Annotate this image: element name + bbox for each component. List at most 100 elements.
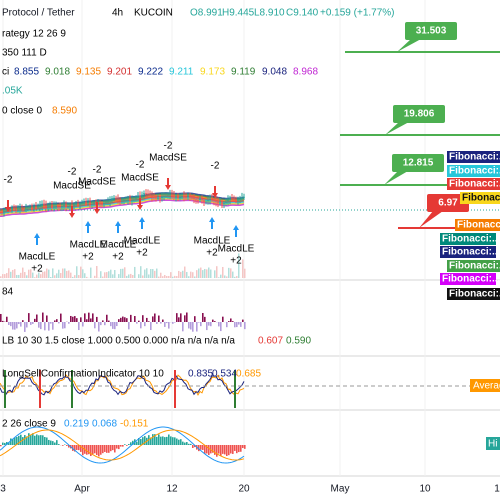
macd-bar <box>18 435 20 445</box>
sell-amount: -2 <box>211 161 220 172</box>
macd-bar <box>14 437 16 445</box>
fib-box <box>447 178 500 190</box>
candle-body <box>203 200 205 203</box>
fib-label: Fibonacci:... <box>462 193 500 204</box>
macd-bar <box>34 435 36 445</box>
candle-body <box>1 211 3 213</box>
osc-bar <box>244 322 246 330</box>
osc-bar <box>80 317 82 322</box>
ohlc-low: L8.910 <box>254 8 285 19</box>
candle-body <box>151 195 153 197</box>
macd-bar <box>36 434 38 445</box>
volume-bar <box>86 276 88 278</box>
candle-body <box>207 199 209 202</box>
osc-bar <box>168 322 170 329</box>
osc-bar <box>236 322 238 328</box>
fib-box <box>440 246 496 258</box>
buy-name: MacdLE <box>194 236 231 247</box>
macd-bar <box>90 445 92 457</box>
macd-bar <box>152 434 154 445</box>
volume-bar <box>14 269 16 278</box>
candle-body <box>159 197 161 199</box>
macd-bar <box>170 436 172 445</box>
fib-box <box>447 260 500 272</box>
buy-amount: +2 <box>136 248 148 259</box>
target-pointer <box>397 39 421 52</box>
sell-arrow <box>5 200 11 212</box>
candle-body <box>149 194 151 196</box>
osc-bar <box>58 322 60 324</box>
volume-bar <box>128 274 130 278</box>
sell-amount: -2 <box>164 141 173 152</box>
time-label: 10 <box>419 484 431 495</box>
volume-bar <box>146 268 148 278</box>
volume-bar <box>50 276 52 278</box>
candle-body <box>161 196 163 199</box>
osc-bar <box>78 322 80 331</box>
macd-bar <box>38 435 40 445</box>
volume-bar <box>6 273 8 278</box>
macd-bar <box>62 445 64 446</box>
osc-bar <box>70 315 72 322</box>
macd-bar <box>232 445 234 454</box>
osc-bar <box>12 322 14 330</box>
osc-bar <box>16 322 18 329</box>
osc-bar <box>172 322 174 324</box>
candle-body <box>67 206 69 208</box>
macd-bar <box>206 445 208 454</box>
osc-bar <box>220 322 222 332</box>
volume-bar <box>238 253 240 278</box>
sell-arrow <box>212 186 218 198</box>
panel-value: 0.068 <box>92 419 117 430</box>
osc-bar <box>138 320 140 322</box>
osc-bar <box>180 313 182 322</box>
candle-body <box>201 198 203 201</box>
volume-bar <box>10 271 12 278</box>
volume-legend: .05K <box>2 86 23 97</box>
candle-body <box>231 198 233 200</box>
volume-bar <box>176 276 178 278</box>
volume-bar <box>124 267 126 278</box>
macd-bar <box>46 437 48 445</box>
osc-bar <box>104 322 106 326</box>
osc-bar <box>210 322 212 327</box>
osc-bar <box>230 318 232 322</box>
osc-bar <box>10 322 12 327</box>
osc-bar <box>152 316 154 322</box>
candle-body <box>29 207 31 209</box>
macd-bar <box>166 436 168 445</box>
candle-body <box>19 208 21 210</box>
candle-body <box>177 196 179 199</box>
osc-bar <box>68 322 70 324</box>
fib-label: Fibonacci:... <box>457 220 500 231</box>
macd-bar <box>28 433 30 445</box>
interval: 4h <box>112 8 123 19</box>
macd-bar <box>192 445 194 448</box>
macd-bar <box>54 442 56 445</box>
macd-bar <box>150 437 152 445</box>
buy-arrow <box>233 225 239 237</box>
macd-bar <box>40 435 42 445</box>
volume-bar <box>114 270 116 278</box>
fib-label: Fibonacci:... <box>449 261 500 272</box>
volume-bar <box>190 271 192 278</box>
candle-body <box>133 199 135 201</box>
macd-bar <box>244 445 246 449</box>
candle-body <box>217 201 219 204</box>
candle-body <box>45 205 47 208</box>
candle-body <box>79 203 81 205</box>
macd-bar <box>176 438 178 445</box>
volume-bar <box>164 274 166 278</box>
volume-bar <box>162 276 164 278</box>
candle-body <box>13 207 15 210</box>
volume-bar <box>78 275 80 278</box>
osc-bar <box>186 312 188 322</box>
indicator-legend: 350 111 D <box>2 48 47 59</box>
candle-body <box>181 196 183 198</box>
osc-bar <box>40 322 42 330</box>
osc-bar <box>174 322 176 323</box>
candle-body <box>85 201 87 204</box>
target-pointer <box>385 122 409 135</box>
macd-bar <box>190 443 192 445</box>
volume-bar <box>228 267 230 278</box>
